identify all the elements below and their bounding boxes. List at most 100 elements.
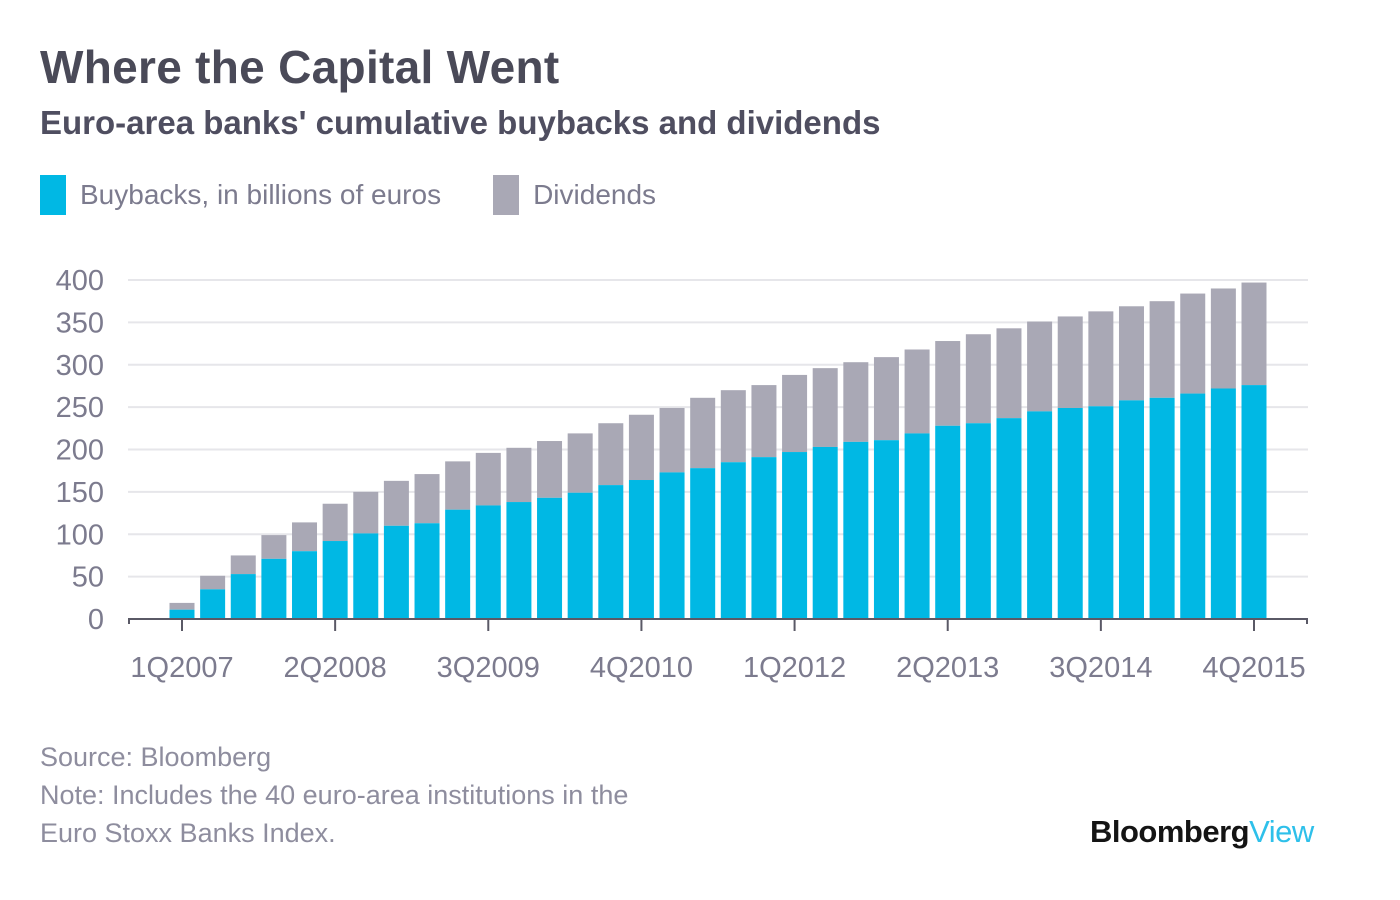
bar-group-3Q2009 <box>475 452 501 619</box>
bar-group-4Q2008 <box>383 480 409 619</box>
bar-buybacks <box>873 440 899 619</box>
bar-buybacks <box>1180 393 1206 619</box>
x-tick-label: 1Q2012 <box>743 652 846 684</box>
bar-dividends <box>322 503 348 542</box>
y-tick-label: 300 <box>56 350 104 382</box>
bar-buybacks <box>506 502 532 619</box>
bar-dividends <box>812 368 838 447</box>
y-tick-label: 100 <box>56 519 104 551</box>
bar-dividends <box>751 385 777 458</box>
bar-group-4Q2011 <box>751 385 777 619</box>
bar-group-1Q2011 <box>659 407 685 619</box>
bar-group-4Q2010 <box>628 414 654 619</box>
bar-dividends <box>383 480 409 526</box>
note-text-line2: Euro Stoxx Banks Index. <box>40 818 336 848</box>
bar-dividends <box>169 602 195 610</box>
bar-buybacks <box>659 472 685 619</box>
bar-group-3Q2011 <box>720 390 746 619</box>
x-tick-label: 4Q2015 <box>1202 652 1305 684</box>
bar-dividends <box>1149 301 1175 398</box>
legend: Buybacks, in billions of euros Dividends <box>40 175 708 215</box>
bar-group-1Q2009 <box>414 474 440 619</box>
bar-buybacks <box>690 468 716 619</box>
bar-buybacks <box>1027 411 1053 619</box>
bar-buybacks <box>383 525 409 619</box>
bar-buybacks <box>1210 388 1236 619</box>
bar-buybacks <box>812 446 838 619</box>
bar-group-1Q2008 <box>292 522 318 619</box>
source-text: Source: Bloomberg <box>40 742 272 772</box>
x-axis: 1Q2007 2Q2008 3Q2009 4Q2010 1Q2012 2Q2013 3Q20… <box>128 618 1308 684</box>
x-tick-label: 1Q2007 <box>130 652 233 684</box>
bar-dividends <box>1210 288 1236 389</box>
bar-buybacks <box>904 433 930 619</box>
legend-item-dividends: Dividends <box>493 175 656 215</box>
bar-buybacks <box>782 452 808 619</box>
bar-dividends <box>935 341 961 426</box>
bar-buybacks <box>1057 407 1083 619</box>
bar-buybacks <box>537 497 563 619</box>
bar-group-4Q2009 <box>506 447 532 619</box>
bar-dividends <box>598 423 624 486</box>
chart-title: Where the Capital Went <box>40 41 560 93</box>
bar-group-2Q2013 <box>935 341 961 619</box>
y-axis-labels: 0 50 100 150 200 250 300 350 400 <box>56 265 104 636</box>
bar-buybacks <box>200 589 226 619</box>
bar-dividends <box>537 441 563 498</box>
x-tick-label: 2Q2008 <box>284 652 387 684</box>
bar-buybacks <box>567 492 593 619</box>
bar-dividends <box>200 575 226 590</box>
note-text-line1: Note: Includes the 40 euro-area institut… <box>40 780 629 810</box>
bar-dividends <box>1088 311 1114 407</box>
bar-dividends <box>261 535 287 559</box>
bar-buybacks <box>598 485 624 619</box>
bar-dividends <box>782 374 808 453</box>
bar-group-4Q2015 <box>1241 282 1267 619</box>
bar-buybacks <box>1241 385 1267 619</box>
bar-dividends <box>1180 293 1206 394</box>
bar-group-2Q2014 <box>1057 316 1083 619</box>
bars <box>169 282 1267 619</box>
bar-group-2Q2011 <box>690 397 716 619</box>
bar-dividends <box>690 397 716 469</box>
bar-group-1Q2014 <box>1027 321 1053 619</box>
bar-group-4Q2012 <box>873 357 899 619</box>
bar-buybacks <box>169 609 195 619</box>
bar-group-4Q2014 <box>1118 306 1144 619</box>
bar-dividends <box>873 357 899 441</box>
bar-buybacks <box>1118 400 1144 619</box>
bar-group-1Q2012 <box>782 374 808 619</box>
chart-subtitle: Euro-area banks' cumulative buybacks and… <box>40 104 881 141</box>
bar-dividends <box>230 555 256 575</box>
legend-label-dividends: Dividends <box>533 179 657 210</box>
bar-dividends <box>1241 282 1267 386</box>
bar-group-3Q2008 <box>353 491 379 619</box>
bar-group-2Q2010 <box>567 433 593 619</box>
bar-dividends <box>965 334 991 424</box>
bar-group-3Q2014 <box>1088 311 1114 619</box>
bar-dividends <box>904 349 930 434</box>
bar-buybacks <box>935 425 961 619</box>
bar-group-1Q2007 <box>169 602 195 619</box>
bar-buybacks <box>1149 397 1175 619</box>
bar-buybacks <box>996 418 1022 619</box>
logo-view: View <box>1249 814 1314 849</box>
bar-group-3Q2012 <box>843 362 869 619</box>
bar-dividends <box>720 390 746 463</box>
bar-buybacks <box>445 509 471 619</box>
bar-buybacks <box>261 558 287 619</box>
bar-buybacks <box>475 505 501 619</box>
bar-dividends <box>1027 321 1053 412</box>
bar-buybacks <box>353 533 379 619</box>
bar-group-2Q2012 <box>812 368 838 619</box>
y-tick-label: 350 <box>56 307 104 339</box>
bar-dividends <box>628 414 654 481</box>
bar-buybacks <box>414 523 440 619</box>
bar-buybacks <box>843 441 869 619</box>
bar-dividends <box>475 452 501 506</box>
bar-dividends <box>445 461 471 510</box>
legend-item-buybacks: Buybacks, in billions of euros <box>40 175 441 215</box>
bar-buybacks <box>751 457 777 619</box>
x-tick-label: 2Q2013 <box>896 652 999 684</box>
bar-group-3Q2010 <box>598 423 624 619</box>
